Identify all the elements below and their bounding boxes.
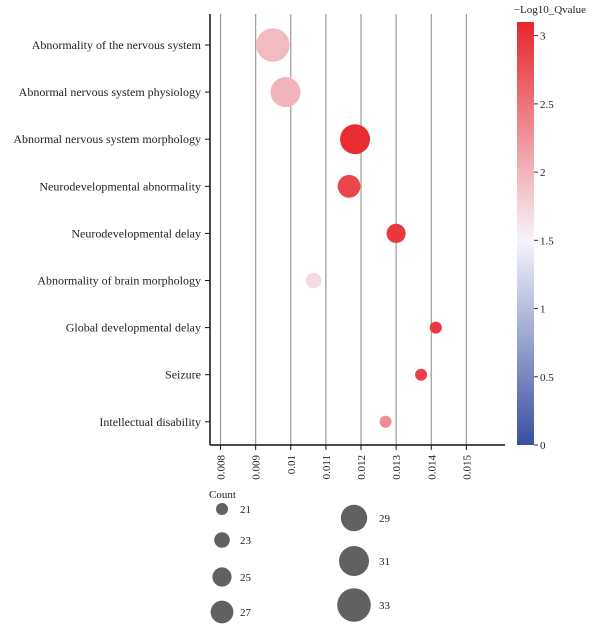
y-tick-label: Neurodevelopmental delay — [71, 226, 201, 240]
plot-area: 0.008 0.009 0.01 0.011 0.012 0.013 0.014 0.015 A… — [13, 14, 505, 480]
x-tick-label: 0.012 — [356, 455, 368, 480]
size-legend: Count 21 23 25 27 29 31 33 — [209, 489, 391, 624]
size-legend-circle — [212, 567, 232, 587]
x-tick-label: 0.015 — [461, 455, 473, 480]
colorbar-tick-label: 3 — [540, 31, 546, 43]
size-legend-circle — [214, 532, 230, 548]
x-tick-label: 0.009 — [251, 455, 263, 480]
size-legend-circle — [210, 600, 234, 624]
size-legend-label: 31 — [379, 556, 390, 568]
x-tick-label: 0.014 — [426, 455, 438, 480]
colorbar-tick-label: 0.5 — [540, 372, 554, 384]
size-legend-circle — [340, 504, 368, 532]
data-point — [379, 415, 392, 428]
colorbar-tick-label: 1 — [540, 304, 546, 316]
colorbar-tick-label: 1.5 — [540, 235, 554, 247]
data-point — [415, 368, 428, 381]
size-legend-label: 33 — [379, 600, 391, 612]
colorbar-title: −Log10_Qvalue — [514, 4, 586, 16]
x-tick-label: 0.008 — [216, 455, 228, 480]
size-legend-title: Count — [209, 489, 236, 501]
colorbar-tick-label: 2.5 — [540, 99, 554, 111]
size-legend-label: 25 — [240, 572, 252, 584]
data-point — [386, 223, 406, 243]
size-legend-label: 23 — [240, 535, 252, 547]
y-tick-label: Abnormality of the nervous system — [32, 38, 202, 52]
colorbar-tick-label: 2 — [540, 167, 546, 179]
data-point — [256, 28, 290, 62]
data-point — [340, 124, 371, 155]
size-legend-circle — [339, 546, 369, 576]
size-legend-label: 27 — [240, 607, 252, 619]
x-tick-label: 0.01 — [286, 455, 298, 474]
size-legend-label: 21 — [240, 504, 251, 516]
colorbar: −Log10_Qvalue 0 0.5 1 1.5 2 2.5 3 — [514, 4, 586, 452]
y-tick-label: Neurodevelopmental abnormality — [39, 179, 201, 193]
size-legend-label: 29 — [379, 513, 391, 525]
data-point — [429, 321, 442, 334]
data-point — [270, 77, 301, 108]
x-tick-label: 0.011 — [321, 455, 333, 479]
y-tick-label: Global developmental delay — [66, 321, 201, 335]
y-tick-label: Abnormal nervous system physiology — [19, 85, 201, 99]
x-tick-label: 0.013 — [391, 455, 403, 480]
y-tick-label: Intellectual disability — [99, 415, 201, 429]
data-point — [337, 174, 361, 198]
y-tick-label: Abnormal nervous system morphology — [13, 132, 201, 146]
colorbar-gradient — [517, 22, 534, 445]
size-legend-circle — [216, 503, 228, 515]
colorbar-tick-label: 0 — [540, 440, 546, 452]
data-point — [305, 272, 322, 289]
size-legend-circle — [337, 588, 371, 622]
y-tick-label: Seizure — [165, 368, 201, 382]
y-tick-label: Abnormality of brain morphology — [37, 274, 201, 288]
